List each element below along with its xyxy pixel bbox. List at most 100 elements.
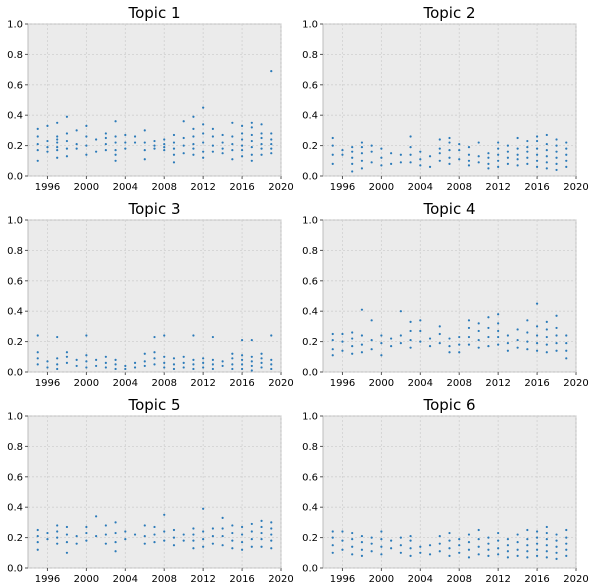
data-point [163,142,166,146]
data-point [192,547,195,550]
data-point [497,147,500,150]
data-point [85,531,88,535]
data-point [487,335,490,339]
data-point [341,340,344,343]
data-point [240,548,244,551]
data-point [182,361,185,364]
data-point [331,338,334,342]
data-point [516,158,519,161]
data-point [390,539,393,542]
data-point [497,313,500,316]
data-point [75,534,78,538]
data-point [192,142,195,146]
data-point [516,548,519,551]
data-point [221,133,224,137]
data-point [497,531,500,535]
x-tick-label: 2004 [113,182,138,193]
data-point [133,533,137,536]
data-point [487,152,490,155]
subplot-title: Topic 1 [127,4,180,22]
scatter-points [36,70,273,164]
data-point [467,335,471,339]
y-tick-label: 0.6 [302,472,318,483]
y-tick-label: 0.8 [302,246,318,257]
data-point [526,146,529,149]
data-point [163,513,166,516]
y-tick-label: 0.0 [7,368,23,379]
x-tick-label: 2004 [408,574,433,585]
data-point [467,164,471,167]
data-point [497,153,500,156]
y-tick-label: 0.6 [302,276,318,287]
data-point [370,348,373,351]
data-point [240,358,244,361]
data-point [380,530,383,533]
data-point [231,539,234,542]
data-point [153,139,156,143]
data-point [409,146,412,149]
data-point [56,357,59,360]
data-point [104,136,107,140]
data-point [506,550,509,553]
data-point [565,153,568,156]
data-point [458,142,461,146]
data-point [36,528,39,532]
data-point [409,539,412,542]
data-point [497,322,500,325]
data-point [46,139,49,143]
data-point [535,349,539,352]
data-point [56,335,59,339]
data-point [477,538,480,541]
data-point [202,150,205,153]
data-point [380,164,383,167]
data-point [331,536,334,539]
data-point [260,136,263,140]
data-point [545,351,548,354]
data-point [477,528,480,532]
y-tick-label: 0.2 [7,533,23,544]
data-point [526,156,529,159]
data-point [36,541,39,544]
data-point [506,349,509,352]
data-point [565,554,568,557]
data-point [192,527,195,530]
data-point [351,545,354,548]
data-point [250,133,253,137]
data-point [331,544,334,547]
x-tick-label: 2020 [563,574,588,585]
data-point [240,525,244,529]
data-point [535,135,539,138]
data-point [545,133,548,137]
data-point [95,150,98,153]
data-point [565,147,568,150]
x-tick-label: 2000 [74,574,99,585]
data-point [36,127,39,130]
data-point [250,530,253,533]
data-point [516,328,519,331]
data-point [163,539,166,542]
data-point [260,352,263,355]
data-point [341,332,344,336]
data-point [270,334,273,337]
data-point [114,159,117,162]
x-tick-label: 2004 [408,378,433,389]
data-point [545,556,548,559]
data-point [555,349,558,352]
data-point [526,528,529,532]
data-point [85,354,88,357]
data-point [65,115,69,118]
x-tick-label: 2016 [229,378,254,389]
data-point [399,334,402,337]
data-point [36,357,39,360]
data-point [380,545,383,548]
data-point [535,153,539,156]
x-tick-label: 2020 [563,182,588,193]
data-point [545,161,548,164]
data-point [341,530,344,533]
data-point [438,159,441,162]
data-point [535,554,539,557]
data-point [438,342,441,345]
data-point [172,544,176,547]
data-point [458,538,461,541]
data-point [211,358,214,361]
